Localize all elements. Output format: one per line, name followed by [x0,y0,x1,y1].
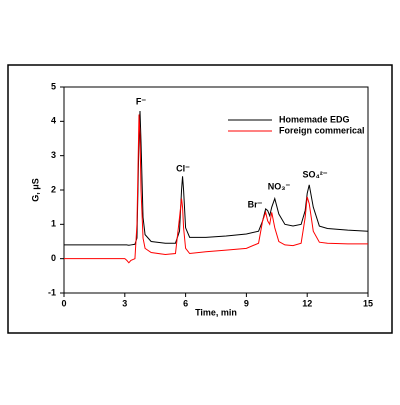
y-tick-label: 2 [51,184,56,194]
peak-label: SO₄²⁻ [302,169,327,179]
y-tick-label: 3 [51,150,56,160]
y-tick-label: 5 [51,81,56,91]
x-tick-label: 15 [363,298,373,308]
y-axis-label: G, μS [30,178,40,202]
x-tick-label: 0 [61,298,66,308]
legend-label: Homemade EDG [279,114,350,124]
peak-label: F⁻ [136,96,146,106]
peak-label: Cl⁻ [176,163,190,173]
x-tick-label: 12 [302,298,312,308]
legend-label: Foreign commerical [279,125,365,135]
y-tick-label: -1 [48,287,56,297]
y-tick-label: 4 [51,116,56,126]
x-tick-label: 9 [244,298,249,308]
x-tick-label: 3 [122,298,127,308]
peak-label: NO₃⁻ [268,181,291,191]
y-tick-label: 0 [51,253,56,263]
x-tick-label: 6 [183,298,188,308]
series-line [64,114,368,264]
x-axis-label: Time, min [195,307,237,317]
frame [7,64,393,334]
peak-label: Br⁻ [248,199,263,209]
y-tick-label: 1 [51,219,56,229]
